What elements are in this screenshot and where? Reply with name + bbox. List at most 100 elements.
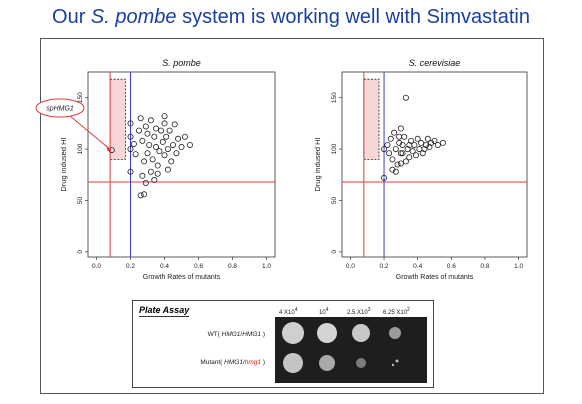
annotation-bubble xyxy=(35,98,85,118)
highlight-region xyxy=(363,78,380,160)
plot-area xyxy=(87,71,276,258)
x-axis-label: Growth Rates of mutants xyxy=(143,274,221,281)
y-tick-label: 100 xyxy=(77,143,84,154)
data-point xyxy=(423,141,430,148)
data-point xyxy=(391,129,398,136)
data-point xyxy=(434,141,441,148)
data-point xyxy=(135,127,142,134)
colony-spots xyxy=(282,322,401,373)
x-tick-label: 0.6 xyxy=(194,263,203,270)
data-point xyxy=(159,138,166,145)
y-axis-label: Drug indused HI xyxy=(59,137,68,191)
data-point xyxy=(151,133,158,140)
data-point xyxy=(411,141,418,148)
data-point xyxy=(154,162,161,169)
data-point xyxy=(386,150,393,157)
data-point xyxy=(387,135,394,142)
y-tick-label: 50 xyxy=(77,196,84,204)
plate-dish-image xyxy=(275,317,427,383)
y-tick-label: 0 xyxy=(77,250,84,254)
data-point xyxy=(178,144,185,151)
data-point xyxy=(161,120,168,127)
data-point xyxy=(139,172,146,179)
slide-title: Our S. pombe system is working well with… xyxy=(0,6,582,29)
data-point xyxy=(412,152,419,159)
annotation-label: spHMG1 xyxy=(46,106,74,113)
data-point xyxy=(142,179,149,186)
data-point xyxy=(142,123,149,130)
data-point xyxy=(127,146,134,153)
x-tick-label: 1.0 xyxy=(514,263,523,270)
plate-assay-title: Plate Assay xyxy=(139,305,190,317)
concentration-label: 4 X104 xyxy=(279,307,298,316)
concentration-label: 6.25 X102 xyxy=(383,307,410,316)
data-point xyxy=(402,158,409,165)
data-point xyxy=(397,160,404,167)
chart-title: S. pombe xyxy=(162,58,201,68)
data-point xyxy=(166,127,173,134)
data-point xyxy=(409,148,416,155)
data-point xyxy=(384,141,391,148)
data-point xyxy=(132,151,139,158)
plate-row-label-wt: WT( HMG1/HMG1 ) xyxy=(207,331,265,338)
x-tick-label: 0.4 xyxy=(160,263,169,270)
data-point xyxy=(144,130,151,137)
data-point xyxy=(421,146,428,153)
data-point xyxy=(146,141,153,148)
data-point xyxy=(152,144,159,151)
y-tick-label: 150 xyxy=(77,92,84,103)
data-point xyxy=(130,140,137,147)
data-point xyxy=(389,166,396,173)
data-point xyxy=(147,168,154,175)
data-point xyxy=(152,125,159,132)
x-tick-label: 0.6 xyxy=(447,263,456,270)
data-point xyxy=(163,133,170,140)
data-point xyxy=(399,141,406,148)
x-tick-label: 0.0 xyxy=(92,263,101,270)
data-point xyxy=(439,139,446,146)
concentration-label: 104 xyxy=(319,307,329,316)
concentration-label: 2.5 X103 xyxy=(347,307,371,316)
x-tick-label: 0.8 xyxy=(480,263,489,270)
data-point xyxy=(419,150,426,157)
data-point xyxy=(141,191,148,198)
data-point xyxy=(418,139,425,146)
data-point xyxy=(406,154,413,161)
data-point xyxy=(424,135,431,142)
chart-s-pombe: S. pombe 0.0 0.2 0.4 0.6 0.8 1.0 0 50 100 150 Growt… xyxy=(35,58,276,281)
data-point xyxy=(428,139,435,146)
y-axis-label: Drug indused HI xyxy=(313,137,322,191)
x-tick-label: 0.4 xyxy=(413,263,422,270)
data-point xyxy=(169,141,176,148)
data-point xyxy=(397,125,404,132)
data-point xyxy=(381,146,388,153)
x-tick-label: 0.2 xyxy=(380,263,389,270)
data-point xyxy=(392,168,399,175)
data-point xyxy=(186,141,193,148)
data-point xyxy=(402,94,409,101)
x-tick-label: 1.0 xyxy=(262,263,271,270)
data-point xyxy=(137,192,144,199)
data-point xyxy=(127,168,134,175)
plate-assay-panel: Plate Assay 4 X104 104 2.5 X103 6.25 X10… xyxy=(132,300,434,388)
data-point xyxy=(396,133,403,140)
data-point xyxy=(154,170,161,177)
data-point xyxy=(394,161,401,168)
data-point xyxy=(139,137,146,144)
data-point xyxy=(407,137,414,144)
y-tick-label: 100 xyxy=(331,143,338,154)
figure-frame xyxy=(40,38,544,394)
annotation-arrowhead xyxy=(105,145,112,152)
data-point xyxy=(147,117,154,124)
title-species: S. pombe xyxy=(90,6,177,28)
data-point xyxy=(401,133,408,140)
data-point xyxy=(127,120,134,127)
data-point xyxy=(392,146,399,153)
data-point xyxy=(151,176,158,183)
y-tick-label: 150 xyxy=(331,92,338,103)
data-point xyxy=(181,133,188,140)
data-point xyxy=(164,146,171,153)
data-point xyxy=(149,156,156,163)
data-point xyxy=(144,150,151,157)
